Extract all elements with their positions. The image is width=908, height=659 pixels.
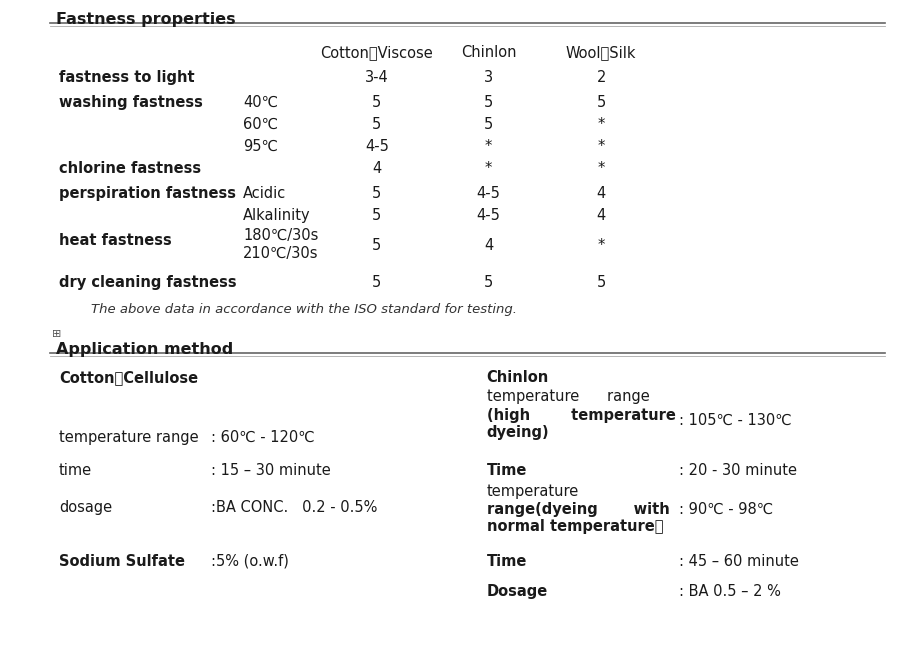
Text: range(dyeing       with: range(dyeing with (487, 502, 669, 517)
Text: 2: 2 (597, 70, 606, 85)
Text: *: * (597, 161, 605, 176)
Text: Cotton・Cellulose: Cotton・Cellulose (59, 370, 198, 385)
Text: (high        temperature: (high temperature (487, 408, 676, 423)
Text: Sodium Sulfate: Sodium Sulfate (59, 554, 185, 569)
Text: Chinlon: Chinlon (460, 45, 517, 60)
Text: :5% (o.w.f): :5% (o.w.f) (211, 554, 289, 569)
Text: 4-5: 4-5 (365, 139, 389, 154)
Text: Application method: Application method (56, 342, 233, 357)
Text: The above data in accordance with the ISO standard for testing.: The above data in accordance with the IS… (91, 303, 517, 316)
Text: dry cleaning fastness: dry cleaning fastness (59, 275, 237, 290)
Text: 5: 5 (484, 275, 493, 290)
Text: 5: 5 (372, 208, 381, 223)
Text: Fastness properties: Fastness properties (56, 12, 236, 27)
Text: 5: 5 (484, 117, 493, 132)
Text: ⊞: ⊞ (52, 329, 61, 339)
Text: Cotton・Viscose: Cotton・Viscose (321, 45, 433, 60)
Text: chlorine fastness: chlorine fastness (59, 161, 202, 176)
Text: fastness to light: fastness to light (59, 70, 194, 85)
Text: temperature range: temperature range (59, 430, 199, 445)
Text: *: * (485, 161, 492, 176)
Text: : BA 0.5 – 2 %: : BA 0.5 – 2 % (679, 584, 781, 599)
Text: temperature      range: temperature range (487, 389, 649, 404)
Text: 4: 4 (484, 238, 493, 253)
Text: temperature: temperature (487, 484, 579, 499)
Text: 5: 5 (372, 186, 381, 201)
Text: : 20 - 30 minute: : 20 - 30 minute (679, 463, 797, 478)
Text: : 90℃ - 98℃: : 90℃ - 98℃ (679, 502, 774, 517)
Text: dyeing): dyeing) (487, 425, 549, 440)
Text: 210℃/30s: 210℃/30s (243, 246, 319, 261)
Text: time: time (59, 463, 92, 478)
Text: normal temperature）: normal temperature） (487, 519, 663, 534)
Text: : 105℃ - 130℃: : 105℃ - 130℃ (679, 413, 792, 428)
Text: 3: 3 (484, 70, 493, 85)
Text: 5: 5 (372, 238, 381, 253)
Text: Time: Time (487, 463, 527, 478)
Text: 180℃/30s: 180℃/30s (243, 228, 319, 243)
Text: heat fastness: heat fastness (59, 233, 172, 248)
Text: Chinlon: Chinlon (487, 370, 549, 385)
Text: 5: 5 (597, 275, 606, 290)
Text: washing fastness: washing fastness (59, 95, 202, 110)
Text: : 60℃ - 120℃: : 60℃ - 120℃ (211, 430, 314, 445)
Text: 3-4: 3-4 (365, 70, 389, 85)
Text: : 15 – 30 minute: : 15 – 30 minute (211, 463, 331, 478)
Text: Alkalinity: Alkalinity (243, 208, 311, 223)
Text: 5: 5 (372, 117, 381, 132)
Text: : 45 – 60 minute: : 45 – 60 minute (679, 554, 799, 569)
Text: 40℃: 40℃ (243, 95, 279, 110)
Text: *: * (597, 139, 605, 154)
Text: 4-5: 4-5 (477, 208, 500, 223)
Text: Dosage: Dosage (487, 584, 548, 599)
Text: Time: Time (487, 554, 527, 569)
Text: 4-5: 4-5 (477, 186, 500, 201)
Text: dosage: dosage (59, 500, 113, 515)
Text: 5: 5 (484, 95, 493, 110)
Text: 4: 4 (372, 161, 381, 176)
Text: *: * (597, 238, 605, 253)
Text: 4: 4 (597, 208, 606, 223)
Text: 4: 4 (597, 186, 606, 201)
Text: 95℃: 95℃ (243, 139, 278, 154)
Text: 5: 5 (597, 95, 606, 110)
Text: 60℃: 60℃ (243, 117, 279, 132)
Text: Acidic: Acidic (243, 186, 287, 201)
Text: 5: 5 (372, 95, 381, 110)
Text: :BA CONC.   0.2 - 0.5%: :BA CONC. 0.2 - 0.5% (211, 500, 377, 515)
Text: 5: 5 (372, 275, 381, 290)
Text: *: * (485, 139, 492, 154)
Text: *: * (597, 117, 605, 132)
Text: perspiration fastness: perspiration fastness (59, 186, 236, 201)
Text: Wool・Silk: Wool・Silk (566, 45, 637, 60)
